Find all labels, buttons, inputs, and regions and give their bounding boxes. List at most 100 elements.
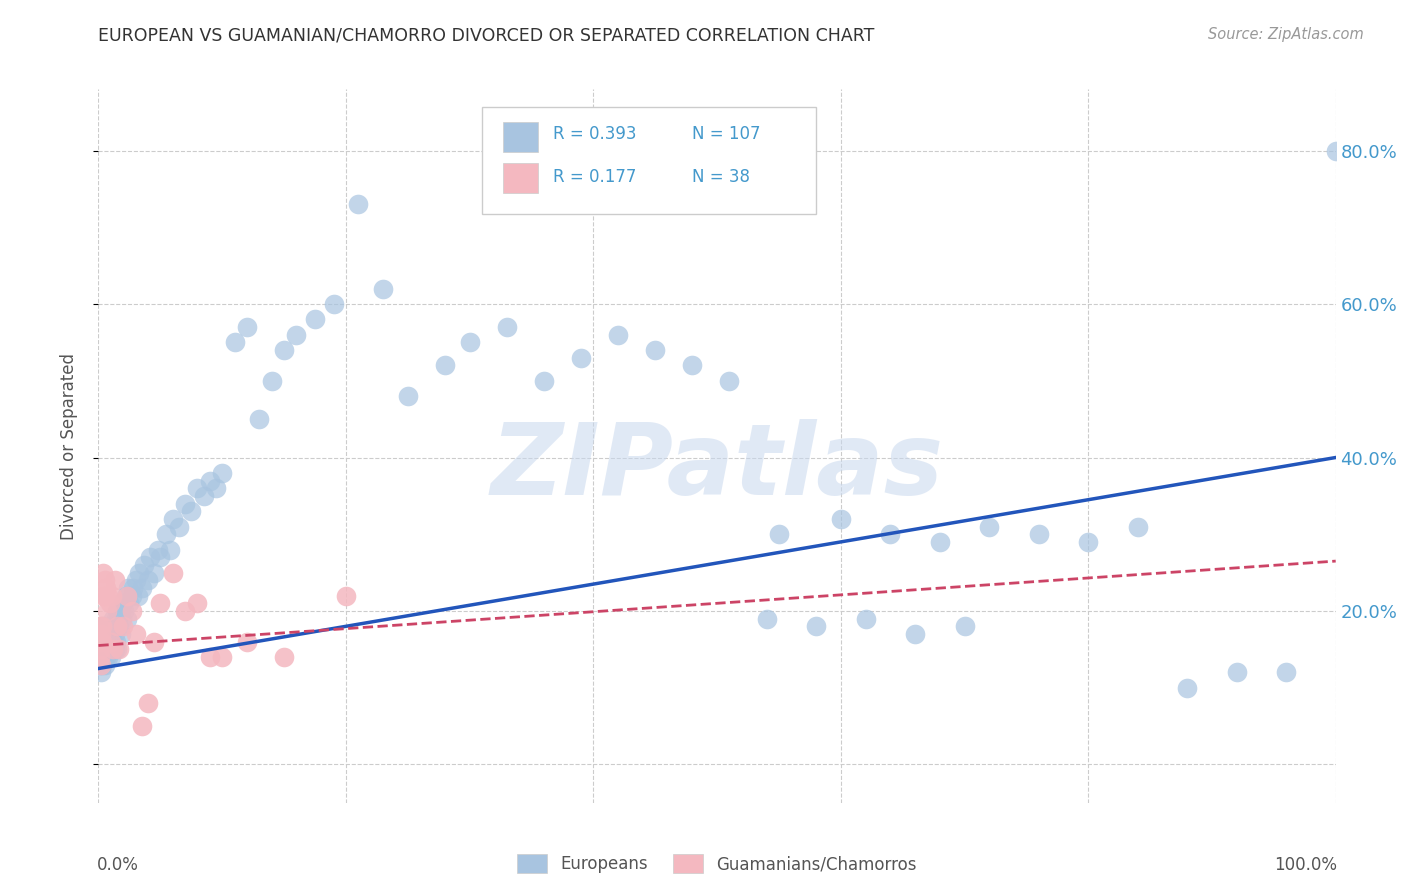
- Point: [186, 481, 208, 495]
- Point: [211, 466, 233, 480]
- Point: [111, 612, 134, 626]
- Point: [205, 481, 228, 495]
- Text: 100.0%: 100.0%: [1274, 856, 1337, 874]
- Point: [107, 612, 129, 626]
- Point: [904, 627, 927, 641]
- Point: [91, 627, 114, 641]
- Point: [100, 634, 122, 648]
- Point: [180, 504, 202, 518]
- Point: [1028, 527, 1050, 541]
- Point: [644, 343, 666, 357]
- Point: [112, 619, 135, 633]
- Point: [143, 634, 166, 648]
- Point: [115, 612, 138, 626]
- Point: [260, 374, 283, 388]
- Point: [458, 335, 481, 350]
- Point: [131, 581, 153, 595]
- Point: [879, 527, 901, 541]
- Point: [93, 634, 115, 648]
- Point: [433, 359, 456, 373]
- Point: [236, 634, 259, 648]
- Point: [90, 642, 112, 657]
- Point: [855, 612, 877, 626]
- Point: [115, 589, 138, 603]
- Point: [94, 634, 117, 648]
- Point: [101, 589, 124, 603]
- Point: [104, 634, 127, 648]
- Point: [108, 642, 131, 657]
- Point: [1126, 519, 1149, 533]
- Text: Source: ZipAtlas.com: Source: ZipAtlas.com: [1208, 27, 1364, 42]
- Point: [149, 596, 172, 610]
- Text: R = 0.177: R = 0.177: [553, 168, 636, 186]
- Point: [186, 596, 208, 610]
- Point: [124, 574, 146, 588]
- Point: [768, 527, 790, 541]
- Point: [124, 627, 146, 641]
- Point: [90, 627, 112, 641]
- Point: [89, 657, 111, 672]
- Point: [159, 542, 181, 557]
- Point: [755, 612, 778, 626]
- Point: [98, 634, 121, 648]
- Point: [681, 359, 703, 373]
- Point: [93, 589, 115, 603]
- Point: [89, 634, 111, 648]
- Point: [396, 389, 419, 403]
- Point: [167, 519, 190, 533]
- Point: [100, 650, 122, 665]
- Point: [1275, 665, 1298, 680]
- Point: [134, 558, 156, 572]
- Text: N = 107: N = 107: [692, 125, 761, 143]
- Point: [155, 527, 177, 541]
- Point: [127, 589, 149, 603]
- Point: [97, 650, 120, 665]
- Point: [139, 550, 162, 565]
- Point: [98, 596, 121, 610]
- Point: [131, 719, 153, 733]
- Text: 0.0%: 0.0%: [97, 856, 139, 874]
- Point: [953, 619, 976, 633]
- Point: [174, 497, 197, 511]
- Point: [93, 650, 115, 665]
- Point: [322, 297, 344, 311]
- Bar: [503, 162, 537, 193]
- Point: [104, 612, 127, 626]
- Point: [371, 282, 394, 296]
- Point: [103, 634, 125, 648]
- Point: [96, 604, 118, 618]
- Point: [91, 657, 114, 672]
- Point: [979, 519, 1001, 533]
- Point: [90, 634, 112, 648]
- Point: [1226, 665, 1249, 680]
- Point: [105, 619, 128, 633]
- Point: [1324, 144, 1347, 158]
- Point: [211, 650, 233, 665]
- Point: [97, 589, 120, 603]
- Point: [273, 343, 295, 357]
- Point: [122, 581, 145, 595]
- Point: [347, 197, 370, 211]
- Point: [93, 566, 115, 580]
- Text: N = 38: N = 38: [692, 168, 751, 186]
- FancyBboxPatch shape: [482, 107, 815, 214]
- Point: [335, 589, 357, 603]
- Point: [236, 320, 259, 334]
- Point: [103, 642, 125, 657]
- Point: [718, 374, 741, 388]
- Point: [90, 642, 112, 657]
- Point: [89, 650, 111, 665]
- Point: [103, 574, 125, 588]
- Point: [91, 619, 114, 633]
- Point: [830, 512, 852, 526]
- Point: [533, 374, 555, 388]
- Point: [103, 627, 125, 641]
- Point: [121, 604, 143, 618]
- Point: [128, 566, 150, 580]
- Legend: Europeans, Guamanians/Chamorros: Europeans, Guamanians/Chamorros: [510, 847, 924, 880]
- Point: [94, 581, 117, 595]
- Point: [96, 642, 118, 657]
- Point: [198, 474, 221, 488]
- Point: [136, 696, 159, 710]
- Point: [193, 489, 215, 503]
